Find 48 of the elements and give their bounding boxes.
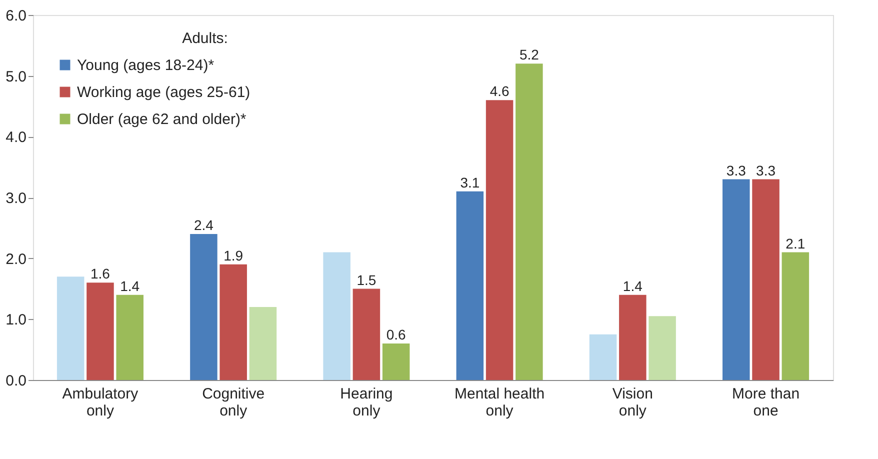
bar bbox=[516, 64, 543, 380]
bar bbox=[352, 288, 380, 380]
data-label: 1.9 bbox=[224, 247, 244, 264]
bar bbox=[323, 252, 350, 380]
legend-title: Adults: bbox=[182, 30, 228, 47]
legend-label: Older (age 62 and older)* bbox=[77, 111, 246, 128]
x-tick-label: Cognitive only bbox=[202, 386, 265, 420]
bar bbox=[648, 316, 676, 380]
y-tick-label: 4.0 bbox=[6, 129, 26, 146]
bar bbox=[220, 264, 247, 380]
bar bbox=[86, 282, 114, 380]
data-label: 0.6 bbox=[386, 326, 406, 342]
data-label: 3.1 bbox=[460, 174, 480, 190]
data-label: 2.1 bbox=[786, 235, 806, 252]
data-label: 1.5 bbox=[356, 272, 376, 288]
y-tick-label: 5.0 bbox=[6, 68, 26, 86]
x-tick-label: Ambulatory only bbox=[62, 386, 139, 420]
data-label: 3.3 bbox=[726, 162, 746, 178]
x-tick-label: Hearing only bbox=[340, 386, 393, 420]
y-tick-label: 6.0 bbox=[6, 8, 26, 24]
bar bbox=[456, 191, 484, 380]
data-label: 4.6 bbox=[490, 83, 510, 100]
data-label: 2.4 bbox=[194, 217, 214, 233]
data-label: 3.3 bbox=[756, 162, 776, 178]
bar bbox=[752, 179, 780, 380]
y-tick-label: 2.0 bbox=[6, 250, 26, 268]
bar bbox=[722, 179, 750, 380]
data-label: 5.2 bbox=[519, 46, 540, 63]
bar bbox=[589, 334, 617, 380]
legend-label: Working age (ages 25-61) bbox=[77, 84, 250, 101]
data-label: 1.4 bbox=[622, 278, 643, 294]
y-tick-label: 1.0 bbox=[6, 312, 26, 329]
data-label: 1.6 bbox=[90, 266, 110, 282]
bar bbox=[190, 234, 218, 380]
x-tick-label: More than one bbox=[732, 386, 800, 420]
x-tick-label: Mental health only bbox=[454, 386, 545, 420]
data-label: 1.4 bbox=[120, 278, 140, 294]
y-tick-label: 3.0 bbox=[6, 190, 26, 207]
bar bbox=[486, 100, 514, 380]
bar bbox=[249, 307, 277, 380]
legend-label: Young (ages 18-24)* bbox=[77, 57, 214, 74]
bar bbox=[116, 294, 144, 380]
x-tick-label: Vision only bbox=[612, 386, 653, 420]
bar bbox=[619, 294, 646, 380]
y-tick-label: 0.0 bbox=[6, 372, 26, 390]
bar bbox=[56, 276, 84, 380]
bar bbox=[382, 344, 410, 380]
bar bbox=[782, 252, 810, 380]
